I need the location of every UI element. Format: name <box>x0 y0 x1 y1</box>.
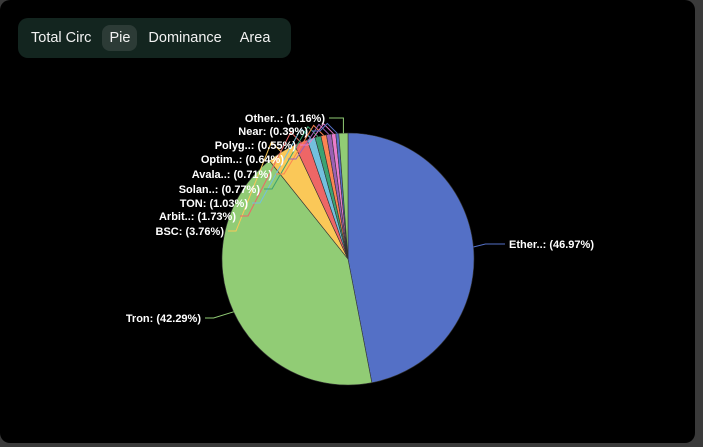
slice-label: BSC: (3.76%) <box>156 226 225 238</box>
slice-label: Near: (0.39%) <box>238 126 308 138</box>
slice-label: Avala..: (0.71%) <box>192 169 273 181</box>
pie-slice-tron[interactable] <box>221 160 373 386</box>
pie-slice-ether[interactable] <box>347 132 475 384</box>
tab-pie[interactable]: Pie <box>102 25 138 51</box>
leader-line <box>264 125 319 190</box>
slice-label: Arbit..: (1.73%) <box>159 211 236 223</box>
pie-slice-other[interactable] <box>338 132 349 260</box>
tab-dominance[interactable]: Dominance <box>148 30 222 46</box>
tab-area[interactable]: Area <box>239 30 271 46</box>
leader-line <box>473 243 505 248</box>
chart-card: Total Circ Pie Dominance Area Ether..: (… <box>0 0 695 443</box>
leader-line <box>228 141 282 232</box>
leader-line <box>300 123 334 146</box>
slice-label: Tron: (42.29%) <box>126 313 202 325</box>
slice-label: Optim..: (0.64%) <box>201 154 284 166</box>
leader-line <box>312 122 338 134</box>
leader-line <box>288 123 330 160</box>
pie-labels: Ether..: (46.97%) Tron: (42.29%) BSC: (3.7… <box>126 113 595 325</box>
slice-label: Ether..: (46.97%) <box>509 239 594 251</box>
pie-slices <box>221 132 475 386</box>
leader-line <box>329 117 344 134</box>
slice-label: Other..: (1.16%) <box>245 113 325 125</box>
slice-label: Polyg..: (0.55%) <box>215 140 297 152</box>
pie-leader-lines <box>205 117 505 319</box>
leader-line <box>205 311 234 319</box>
slice-label: TON: (1.03%) <box>180 198 249 210</box>
tab-total-circ[interactable]: Total Circ <box>31 30 92 46</box>
leader-line <box>252 127 312 204</box>
view-tabs: Total Circ Pie Dominance Area <box>18 18 291 58</box>
pie-chart: Ether..: (46.97%) Tron: (42.29%) BSC: (3.7… <box>126 113 595 386</box>
slice-label: Solan..: (0.77%) <box>179 184 261 196</box>
